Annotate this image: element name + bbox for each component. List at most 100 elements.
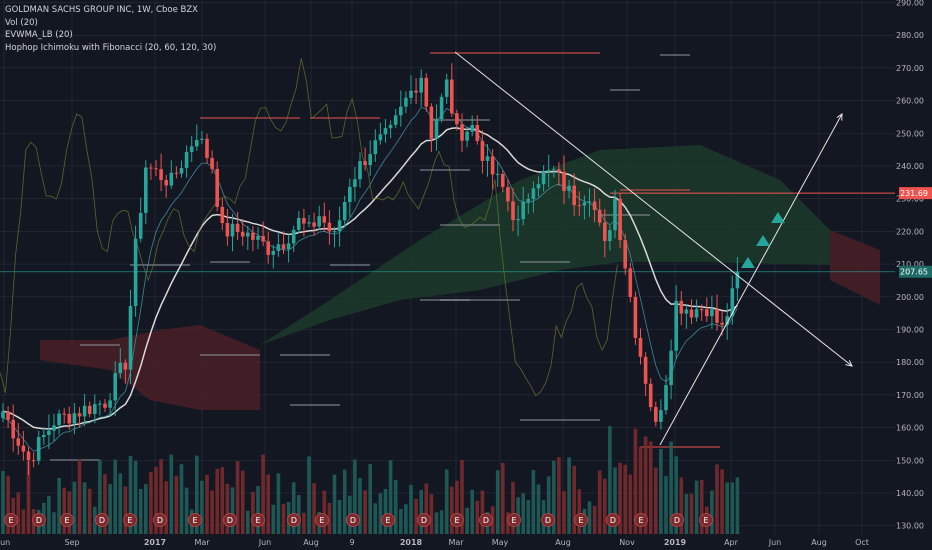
candle-body [261,236,265,242]
volume-bar [393,479,398,534]
candle-body [465,131,469,141]
candle-body [546,170,551,172]
candle-body [404,97,408,107]
trend-lines [454,51,852,446]
candle-body [399,106,403,116]
candle-body [266,241,270,255]
marker-label: E [454,516,459,525]
earnings-marker-icon [123,513,137,527]
candle-body [470,125,474,132]
marker-label: E [255,516,260,525]
candle-body [393,115,398,125]
candle-body [699,309,704,311]
volume-bar [149,471,153,534]
price-tick-label: 230.00 [896,195,924,204]
candle-body [179,167,184,174]
candle-body [21,445,26,452]
candle-body [638,338,643,357]
volume-bar [47,495,51,534]
volume-bar [98,460,102,534]
volume-bar [358,478,362,534]
candle-body [577,205,582,207]
volume-bar [235,461,240,534]
candle-body [434,118,439,139]
candle-body [613,198,617,231]
price-tick-label: 130.00 [896,522,924,531]
candle-body [582,202,587,206]
candle-body [516,219,520,221]
candle-body [592,201,597,210]
candle-body [82,405,87,417]
candle-body [149,167,153,169]
volume-bar [118,473,123,534]
buy-signal-icon [771,212,785,223]
dividend-marker-icon [417,513,431,527]
candle-body [348,186,352,203]
volume-bar [587,501,592,534]
candle-body [327,222,332,232]
candle-body [654,407,658,422]
candle-body [256,236,260,240]
time-tick-label: Aug [811,538,827,547]
marker-label: D [227,516,233,525]
resistance-price-badge [899,187,932,200]
candle-body [475,125,480,141]
earnings-marker-icon [315,513,329,527]
volume-bar [628,474,633,534]
candle-body [705,309,709,317]
volume-indicator-label[interactable]: Vol (20) [5,17,38,28]
volume-bar [133,460,138,534]
time-tick-label: Oct [855,538,869,547]
candle-body [87,405,92,414]
volume-bar [164,481,168,534]
marker-label: D [483,516,489,525]
candle-body [460,124,464,141]
earnings-marker-icon [251,513,265,527]
candle-body [618,198,622,241]
candle-body [138,212,143,239]
kumo-bearish-forward [830,230,880,305]
symbol-title[interactable]: GOLDMAN SACHS GROUP INC, 1W, Cboe BZX [5,5,199,15]
candle-body [353,179,357,187]
volume-bar [720,469,724,534]
earnings-marker-icon [699,513,713,527]
ichimoku-indicator-label[interactable]: Hophop Ichimoku with Fibonacci (20, 60, … [5,42,217,53]
volume-bar [562,491,566,534]
candle-body [455,113,459,125]
marker-label: E [638,516,643,525]
candle-body [337,220,342,232]
volume-bar [26,461,31,534]
candle-body [103,403,107,408]
volume-bar [256,485,260,534]
candle-body [312,222,316,227]
volume-bar [312,483,316,534]
candle-body [358,161,362,180]
time-axis[interactable]: Jun Sep 2017 Mar Jun Aug 9 2018 Mar May Aug Nov 2019… [0,538,869,547]
candle-body [72,413,77,424]
candle-body [52,425,56,431]
candle-body [307,222,311,224]
candle-body [368,154,372,165]
volume-bar [526,500,531,534]
candle-body [541,171,546,185]
volume-bar [577,489,582,534]
time-tick-label: Aug [555,538,571,547]
marker-label: D [421,516,427,525]
candle-body [26,451,31,461]
volume-bar [495,470,500,534]
volume-bar [138,489,143,534]
dividend-marker-icon [670,513,684,527]
candle-body [291,229,296,244]
candle-body [424,77,429,107]
volume-bar [567,457,571,534]
volume-bar [342,469,347,534]
candle-body [511,201,515,221]
price-axis[interactable]: 130.00 140.00 150.00 160.00 170.00 180.00 190.… [896,0,932,531]
volume-bar [52,512,56,534]
earnings-marker-icon [634,513,648,527]
time-tick-label: 2017 [144,538,166,547]
candle-body [720,322,724,325]
evwma-indicator-label[interactable]: EVWMA_LB (20) [5,30,73,40]
volume-bar [302,512,306,534]
